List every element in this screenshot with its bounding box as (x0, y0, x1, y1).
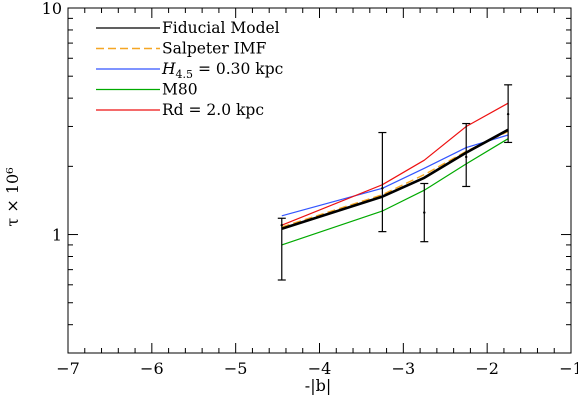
x-axis: −7 −6 −5 −4 −3 −2 −1 (56, 8, 578, 378)
data-point (465, 155, 468, 159)
plot-frame (67, 7, 572, 354)
series-lines (281, 102, 509, 246)
y-tick-label: 1 (52, 226, 62, 245)
legend-label: Rd = 2.0 kpc (162, 101, 264, 119)
data-point (381, 187, 384, 190)
data-point (280, 223, 283, 227)
data-point (423, 211, 426, 214)
x-tick-label: −4 (308, 359, 332, 378)
y-axis-label: τ × 10⁶ (3, 167, 22, 226)
y-tick-label: 10 (42, 0, 62, 18)
x-tick-label: −2 (475, 359, 499, 378)
fiducial-model-line (281, 128, 509, 231)
y-axis: 1 10 (42, 0, 571, 354)
legend-label: H4.5 = 0.30 kpc (161, 60, 283, 81)
plot-area (67, 7, 572, 354)
x-tick-label: −7 (56, 359, 80, 378)
legend-label: Salpeter IMF (162, 40, 267, 58)
x-tick-label: −1 (559, 359, 578, 378)
legend-label: Fiducial Model (162, 19, 280, 37)
x-tick-label: −5 (224, 359, 248, 378)
rd-2-0-kpc-line (281, 102, 509, 226)
legend: Fiducial Model Salpeter IMF H4.5 = 0.30 kp… (96, 19, 283, 119)
x-tick-label: −6 (140, 359, 164, 378)
x-tick-label: −3 (392, 359, 416, 378)
observation-errorbars (277, 84, 513, 281)
data-point (506, 112, 510, 116)
h4-5-0-30-kpc-line (281, 134, 509, 217)
legend-label: M80 (162, 81, 198, 99)
x-axis-label: -|b| (305, 376, 331, 395)
